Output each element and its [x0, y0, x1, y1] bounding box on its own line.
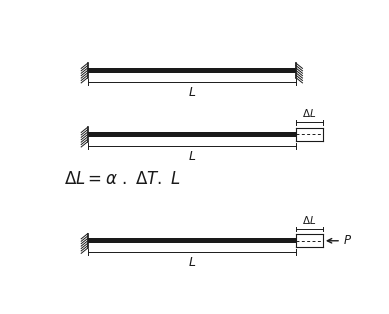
Text: $\Delta L$: $\Delta L$ [302, 214, 317, 226]
Text: L: L [188, 150, 195, 163]
Bar [88, 68, 296, 73]
Text: L: L [188, 257, 195, 269]
Bar [88, 132, 296, 137]
Text: $\Delta L = \alpha \ . \ \Delta T. \ L$: $\Delta L = \alpha \ . \ \Delta T. \ L$ [64, 170, 181, 188]
Text: $\Delta L$: $\Delta L$ [302, 107, 317, 119]
Text: L: L [188, 86, 195, 99]
Text: P: P [344, 234, 351, 247]
Bar [88, 238, 296, 243]
